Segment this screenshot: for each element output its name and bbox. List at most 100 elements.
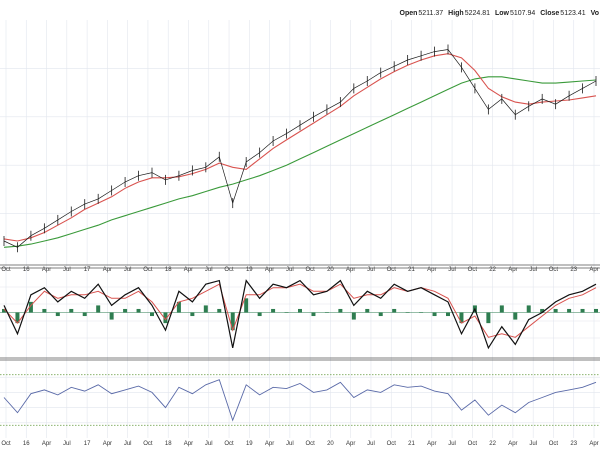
macd-histogram-bar: [28, 301, 33, 313]
volume-label: Vo: [590, 10, 599, 17]
macd-histogram-bar: [365, 308, 370, 313]
macd-histogram-bar: [499, 305, 504, 313]
x-tick-label: Oct: [387, 441, 397, 447]
x-tick-label: 19: [246, 267, 253, 273]
x-tick-label: Apr: [42, 441, 51, 447]
macd-histogram-bar: [298, 308, 302, 313]
x-tick-label: Jul: [124, 441, 132, 447]
macd-histogram-bar: [190, 312, 195, 317]
x-tick-label: Oct: [143, 267, 153, 273]
x-tick-label: Jul: [286, 267, 294, 273]
x-tick-label: Oct: [305, 441, 315, 447]
macd-histogram-bar: [163, 312, 168, 324]
sma200-line: [3, 76, 597, 248]
macd-histogram-bar: [526, 305, 531, 313]
sma50-line: [3, 53, 597, 242]
x-tick-label: Apr: [508, 267, 517, 273]
macd-histogram-bar: [123, 308, 128, 313]
macd-histogram-bar: [82, 312, 87, 317]
macd-histogram-bar: [2, 308, 6, 313]
x-tick-label: 21: [408, 267, 415, 273]
price-line: [3, 49, 597, 248]
x-tick-label: 23: [570, 441, 577, 447]
x-tick-label: Jul: [63, 441, 71, 447]
macd-histogram-bar: [553, 308, 558, 313]
macd-histogram-bar: [55, 312, 60, 317]
macd-signal-line: [3, 283, 597, 338]
x-tick-label: Apr: [184, 441, 193, 447]
ohlc-quote-bar: Open5211.37 High5224.81 Low5107.94 Close…: [400, 10, 600, 17]
x-tick-label: Apr: [103, 441, 112, 447]
x-tick-label: 19: [246, 441, 253, 447]
x-tick-label: 16: [23, 267, 30, 273]
x-tick-label: Jul: [205, 441, 213, 447]
macd-histogram-bar: [567, 308, 572, 313]
x-tick-label: 18: [165, 441, 172, 447]
macd-histogram-bar: [150, 312, 154, 317]
x-tick-label: Apr: [265, 267, 274, 273]
macd-histogram-bar: [136, 308, 141, 313]
x-tick-label: Apr: [265, 441, 274, 447]
macd-histogram-bar: [513, 312, 518, 320]
x-tick-label: 17: [84, 267, 91, 273]
macd-histogram-bar: [432, 312, 437, 317]
x-tick-label: Jul: [448, 441, 456, 447]
macd-histogram-bar: [203, 305, 208, 313]
x-tick-label: 23: [570, 267, 577, 273]
x-tick-label: Jul: [63, 267, 71, 273]
macd-histogram-bar: [459, 312, 464, 324]
macd-histogram-bar: [392, 308, 397, 313]
x-tick-label: Apr: [346, 267, 355, 273]
x-tick-label: 22: [489, 267, 496, 273]
x-tick-label: 16: [23, 441, 30, 447]
x-tick-label: 22: [489, 441, 496, 447]
macd-line: [3, 279, 597, 350]
macd-histogram-bar: [217, 308, 222, 313]
macd-histogram-bar: [338, 308, 343, 313]
x-tick-label: Apr: [184, 267, 193, 273]
macd-histogram-bar: [96, 305, 101, 313]
open-label: Open: [399, 10, 418, 17]
high-label: High: [448, 10, 464, 17]
macd-histogram-bar: [271, 308, 276, 313]
x-tick-label: 20: [327, 441, 334, 447]
macd-histogram-bar: [311, 312, 316, 317]
x-tick-label: 21: [408, 441, 415, 447]
close-value: 5123.41: [560, 10, 586, 17]
macd-histogram-bar: [69, 308, 74, 313]
x-tick-label: Jul: [286, 441, 294, 447]
x-tick-label: Oct: [387, 267, 397, 273]
x-tick-label: Jul: [529, 267, 537, 273]
macd-histogram-bar: [580, 308, 585, 313]
x-tick-label: Jul: [448, 267, 456, 273]
macd-histogram-bar: [446, 312, 450, 317]
macd-histogram-bar: [230, 312, 235, 331]
x-tick-label: Oct: [224, 441, 234, 447]
x-tick-label: Apr: [589, 267, 598, 273]
x-tick-label: Apr: [427, 267, 436, 273]
rsi-line: [3, 379, 597, 422]
low-label: Low: [494, 10, 509, 17]
macd-histogram-bar: [540, 308, 545, 313]
macd-histogram-bar: [486, 312, 491, 324]
macd-histogram-bar: [176, 301, 181, 313]
x-tick-label: Oct: [1, 441, 11, 447]
x-tick-label: Apr: [508, 441, 517, 447]
x-tick-label: 18: [165, 267, 172, 273]
x-tick-label: Oct: [143, 441, 153, 447]
open-value: 5211.37: [418, 10, 444, 17]
x-tick-label: Apr: [427, 441, 436, 447]
x-tick-label: Jul: [367, 267, 375, 273]
macd-histogram-bar: [378, 312, 383, 317]
x-tick-label: Oct: [224, 267, 234, 273]
low-value: 5107.94: [509, 10, 536, 17]
x-tick-label: Apr: [103, 267, 112, 273]
macd-histogram-bar: [351, 312, 356, 320]
x-tick-label: Oct: [1, 267, 11, 273]
x-tick-label: Jul: [124, 267, 132, 273]
macd-histogram-bar: [244, 298, 249, 313]
x-tick-label: Apr: [42, 267, 51, 273]
x-tick-label: 17: [84, 441, 91, 447]
macd-histogram-bar: [15, 312, 20, 324]
